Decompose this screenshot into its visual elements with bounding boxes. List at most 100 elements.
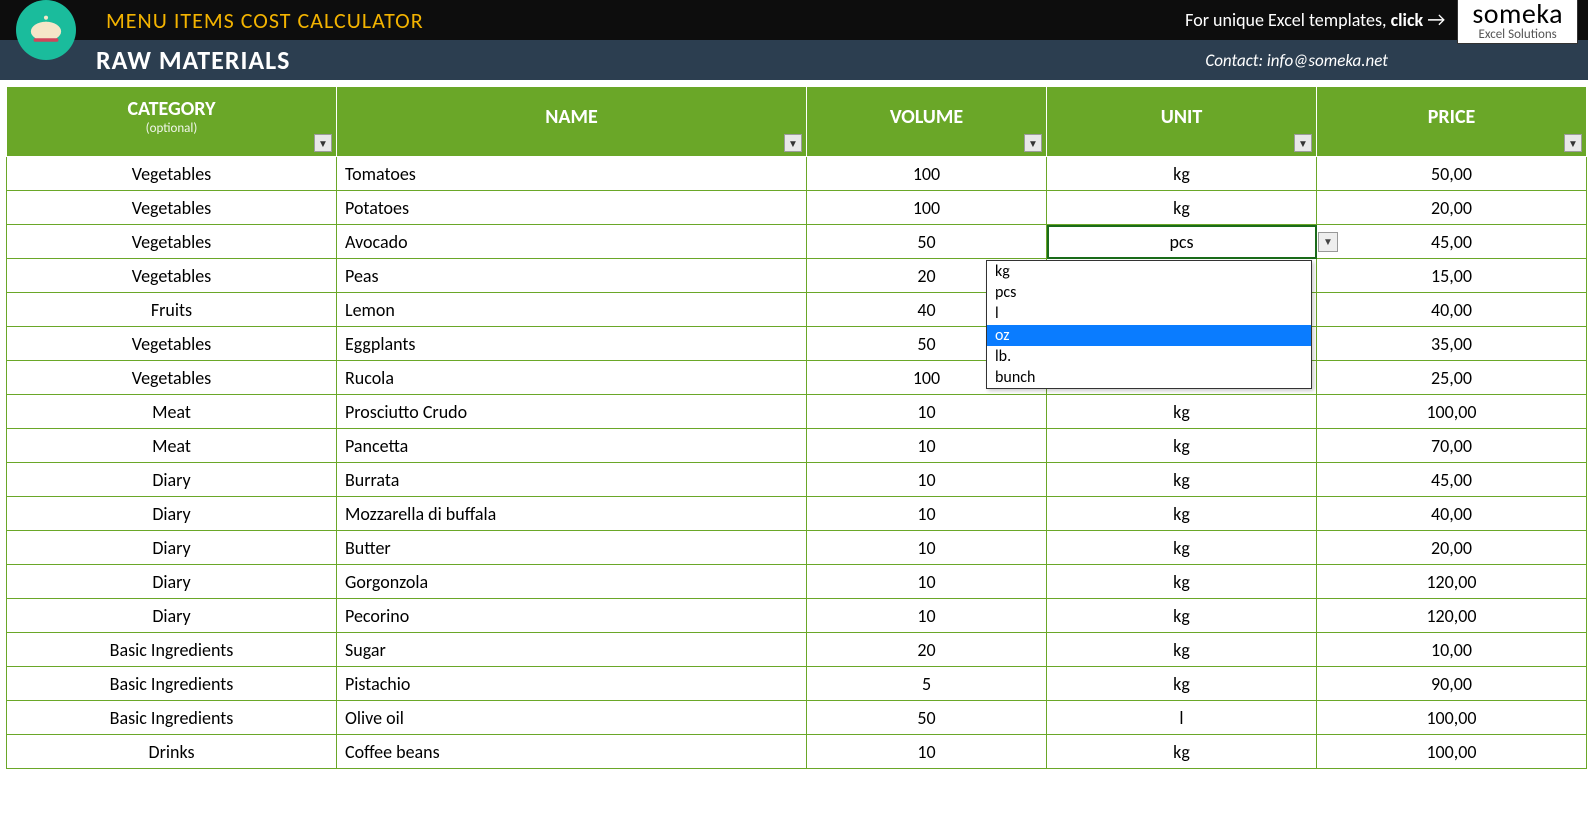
cell-category[interactable]: Fruits <box>7 293 337 327</box>
cell-price[interactable]: 40,00 <box>1317 293 1587 327</box>
cell-volume[interactable]: 10 <box>807 565 1047 599</box>
cell-name[interactable]: Coffee beans <box>337 735 807 769</box>
cell-price[interactable]: 45,00 <box>1317 225 1587 259</box>
filter-button-name[interactable]: ▼ <box>784 134 802 152</box>
cell-category[interactable]: Basic Ingredients <box>7 701 337 735</box>
cell-volume[interactable]: 10 <box>807 463 1047 497</box>
cell-unit[interactable]: kg <box>1047 191 1317 225</box>
cell-price[interactable]: 70,00 <box>1317 429 1587 463</box>
cell-category[interactable]: Diary <box>7 463 337 497</box>
cell-unit[interactable]: kg <box>1047 157 1317 191</box>
dropdown-option[interactable]: oz <box>987 325 1311 346</box>
cell-category[interactable]: Vegetables <box>7 361 337 395</box>
cell-category[interactable]: Basic Ingredients <box>7 633 337 667</box>
cell-name[interactable]: Burrata <box>337 463 807 497</box>
brand-logo[interactable]: someka Excel Solutions <box>1457 0 1578 44</box>
cell-category[interactable]: Diary <box>7 531 337 565</box>
cell-category[interactable]: Vegetables <box>7 259 337 293</box>
cell-unit[interactable]: kg <box>1047 395 1317 429</box>
col-header-unit[interactable]: UNIT ▼ <box>1047 87 1317 157</box>
cell-price[interactable]: 45,00 <box>1317 463 1587 497</box>
filter-button-category[interactable]: ▼ <box>314 134 332 152</box>
col-header-volume[interactable]: VOLUME ▼ <box>807 87 1047 157</box>
cell-price[interactable]: 100,00 <box>1317 735 1587 769</box>
filter-button-volume[interactable]: ▼ <box>1024 134 1042 152</box>
cell-category[interactable]: Vegetables <box>7 327 337 361</box>
cell-name[interactable]: Avocado <box>337 225 807 259</box>
cell-name[interactable]: Gorgonzola <box>337 565 807 599</box>
cell-unit[interactable]: kg <box>1047 599 1317 633</box>
cell-name[interactable]: Peas <box>337 259 807 293</box>
cell-name[interactable]: Prosciutto Crudo <box>337 395 807 429</box>
cta-text[interactable]: For unique Excel templates, click → <box>1185 8 1445 32</box>
cell-unit[interactable]: kg <box>1047 735 1317 769</box>
cell-name[interactable]: Eggplants <box>337 327 807 361</box>
filter-button-price[interactable]: ▼ <box>1564 134 1582 152</box>
cell-price[interactable]: 15,00 <box>1317 259 1587 293</box>
cell-volume[interactable]: 10 <box>807 531 1047 565</box>
cell-price[interactable]: 35,00 <box>1317 327 1587 361</box>
cell-name[interactable]: Lemon <box>337 293 807 327</box>
unit-dropdown[interactable]: kgpcslozlb.bunch <box>986 260 1312 389</box>
cell-volume[interactable]: 10 <box>807 735 1047 769</box>
cell-name[interactable]: Butter <box>337 531 807 565</box>
cell-price[interactable]: 20,00 <box>1317 531 1587 565</box>
cell-name[interactable]: Sugar <box>337 633 807 667</box>
cell-price[interactable]: 50,00 <box>1317 157 1587 191</box>
cell-name[interactable]: Pecorino <box>337 599 807 633</box>
cell-volume[interactable]: 20 <box>807 633 1047 667</box>
cell-unit[interactable]: l <box>1047 701 1317 735</box>
cell-name[interactable]: Pistachio <box>337 667 807 701</box>
cell-unit[interactable]: kg <box>1047 633 1317 667</box>
dropdown-option[interactable]: lb. <box>987 346 1311 367</box>
cell-volume[interactable]: 50 <box>807 701 1047 735</box>
cell-category[interactable]: Vegetables <box>7 225 337 259</box>
cell-volume[interactable]: 50 <box>807 225 1047 259</box>
cell-category[interactable]: Meat <box>7 395 337 429</box>
cell-unit[interactable]: kg <box>1047 531 1317 565</box>
col-header-price[interactable]: PRICE ▼ <box>1317 87 1587 157</box>
cell-unit[interactable]: kg <box>1047 463 1317 497</box>
dropdown-option[interactable]: pcs <box>987 282 1311 303</box>
col-header-category[interactable]: CATEGORY (optional) ▼ <box>7 87 337 157</box>
cell-unit[interactable]: kg <box>1047 565 1317 599</box>
cell-name[interactable]: Pancetta <box>337 429 807 463</box>
cell-volume[interactable]: 10 <box>807 599 1047 633</box>
cell-volume[interactable]: 10 <box>807 429 1047 463</box>
dropdown-option[interactable]: bunch <box>987 367 1311 388</box>
cell-price[interactable]: 120,00 <box>1317 565 1587 599</box>
cell-price[interactable]: 40,00 <box>1317 497 1587 531</box>
cell-category[interactable]: Meat <box>7 429 337 463</box>
cell-price[interactable]: 20,00 <box>1317 191 1587 225</box>
filter-button-unit[interactable]: ▼ <box>1294 134 1312 152</box>
cell-category[interactable]: Drinks <box>7 735 337 769</box>
cell-price[interactable]: 25,00 <box>1317 361 1587 395</box>
cell-category[interactable]: Diary <box>7 565 337 599</box>
dropdown-option[interactable]: kg <box>987 261 1311 282</box>
cell-name[interactable]: Potatoes <box>337 191 807 225</box>
cell-volume[interactable]: 100 <box>807 191 1047 225</box>
cell-name[interactable]: Olive oil <box>337 701 807 735</box>
cell-name[interactable]: Rucola <box>337 361 807 395</box>
cell-volume[interactable]: 100 <box>807 157 1047 191</box>
cell-unit[interactable]: kg <box>1047 497 1317 531</box>
cell-unit[interactable]: kg <box>1047 429 1317 463</box>
cell-price[interactable]: 90,00 <box>1317 667 1587 701</box>
cell-volume[interactable]: 10 <box>807 395 1047 429</box>
cell-dropdown-button[interactable]: ▼ <box>1318 232 1338 252</box>
cell-price[interactable]: 120,00 <box>1317 599 1587 633</box>
cell-price[interactable]: 100,00 <box>1317 701 1587 735</box>
cell-volume[interactable]: 10 <box>807 497 1047 531</box>
cell-price[interactable]: 100,00 <box>1317 395 1587 429</box>
cell-price[interactable]: 10,00 <box>1317 633 1587 667</box>
cell-category[interactable]: Vegetables <box>7 191 337 225</box>
cell-category[interactable]: Diary <box>7 599 337 633</box>
cell-name[interactable]: Tomatoes <box>337 157 807 191</box>
cell-unit[interactable]: kg <box>1047 667 1317 701</box>
cell-category[interactable]: Diary <box>7 497 337 531</box>
cell-unit[interactable]: pcs▼ <box>1047 225 1317 259</box>
cell-category[interactable]: Basic Ingredients <box>7 667 337 701</box>
cell-category[interactable]: Vegetables <box>7 157 337 191</box>
dropdown-option[interactable]: l <box>987 303 1311 324</box>
col-header-name[interactable]: NAME ▼ <box>337 87 807 157</box>
